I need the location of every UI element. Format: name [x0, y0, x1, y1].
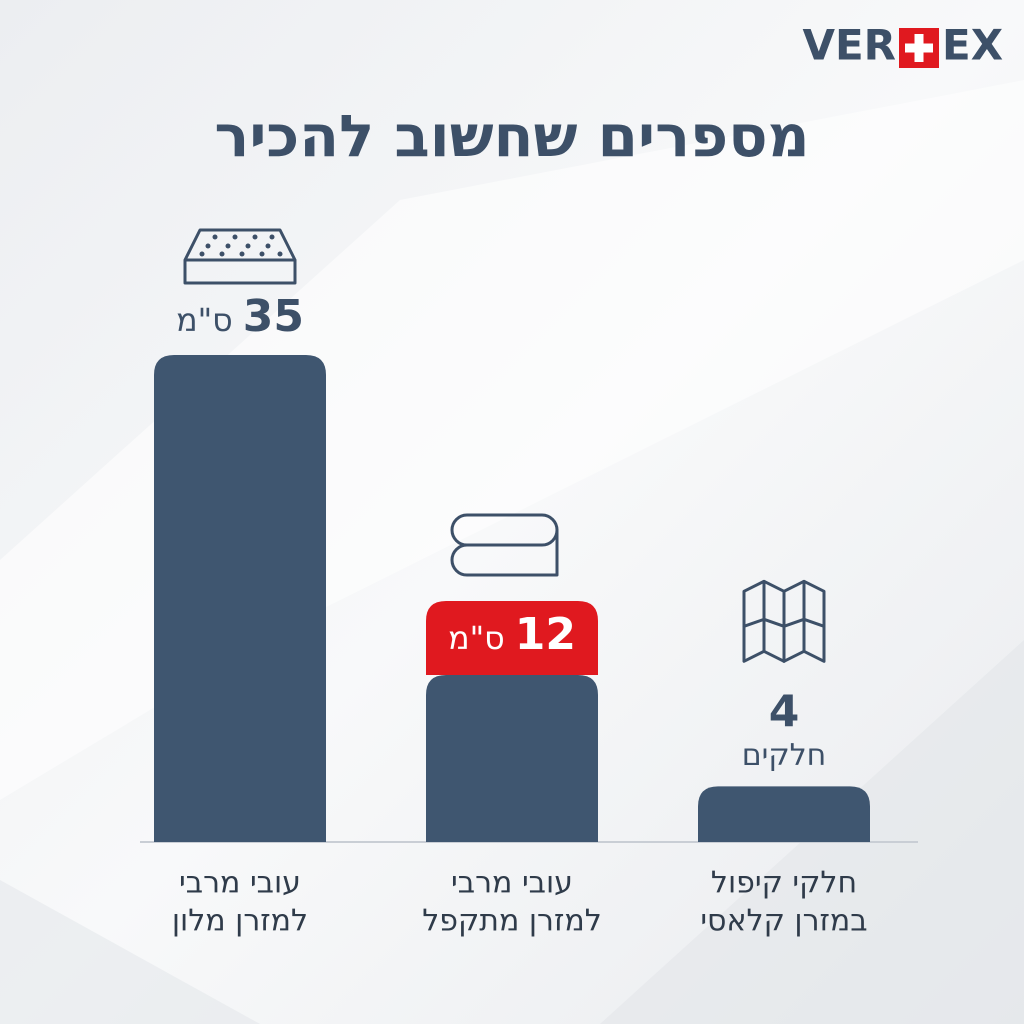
category-label: חלקי קיפול — [711, 866, 857, 901]
bar — [698, 786, 870, 842]
folded-mattress-icon — [450, 513, 559, 577]
bar — [154, 355, 326, 842]
highlight-box — [426, 601, 598, 676]
category-label: למזרן מלון — [172, 904, 308, 939]
value-label: 35 — [243, 291, 304, 342]
fold-parts-icon — [742, 579, 826, 663]
category-label: למזרן מתקפל — [422, 904, 602, 939]
chart-title: מספרים שחשוב להכיר — [214, 102, 809, 170]
mattress-icon — [183, 228, 297, 285]
logo: VER EX — [802, 21, 1003, 70]
bg-shape — [0, 880, 260, 1024]
bar — [426, 675, 598, 842]
value-label: 12 — [515, 609, 576, 660]
category-label: עובי מרבי — [179, 866, 301, 901]
unit-label: ס"מ — [448, 621, 505, 657]
value-label: 4 — [769, 686, 800, 737]
unit-label: ס"מ — [176, 303, 233, 339]
category-label: במזרן קלאסי — [700, 904, 867, 939]
unit-label: חלקים — [742, 738, 827, 773]
logo-text: VER — [802, 21, 896, 70]
category-label: עובי מרבי — [451, 866, 573, 901]
logo-cross — [905, 34, 933, 62]
logo-text: EX — [942, 21, 1003, 70]
